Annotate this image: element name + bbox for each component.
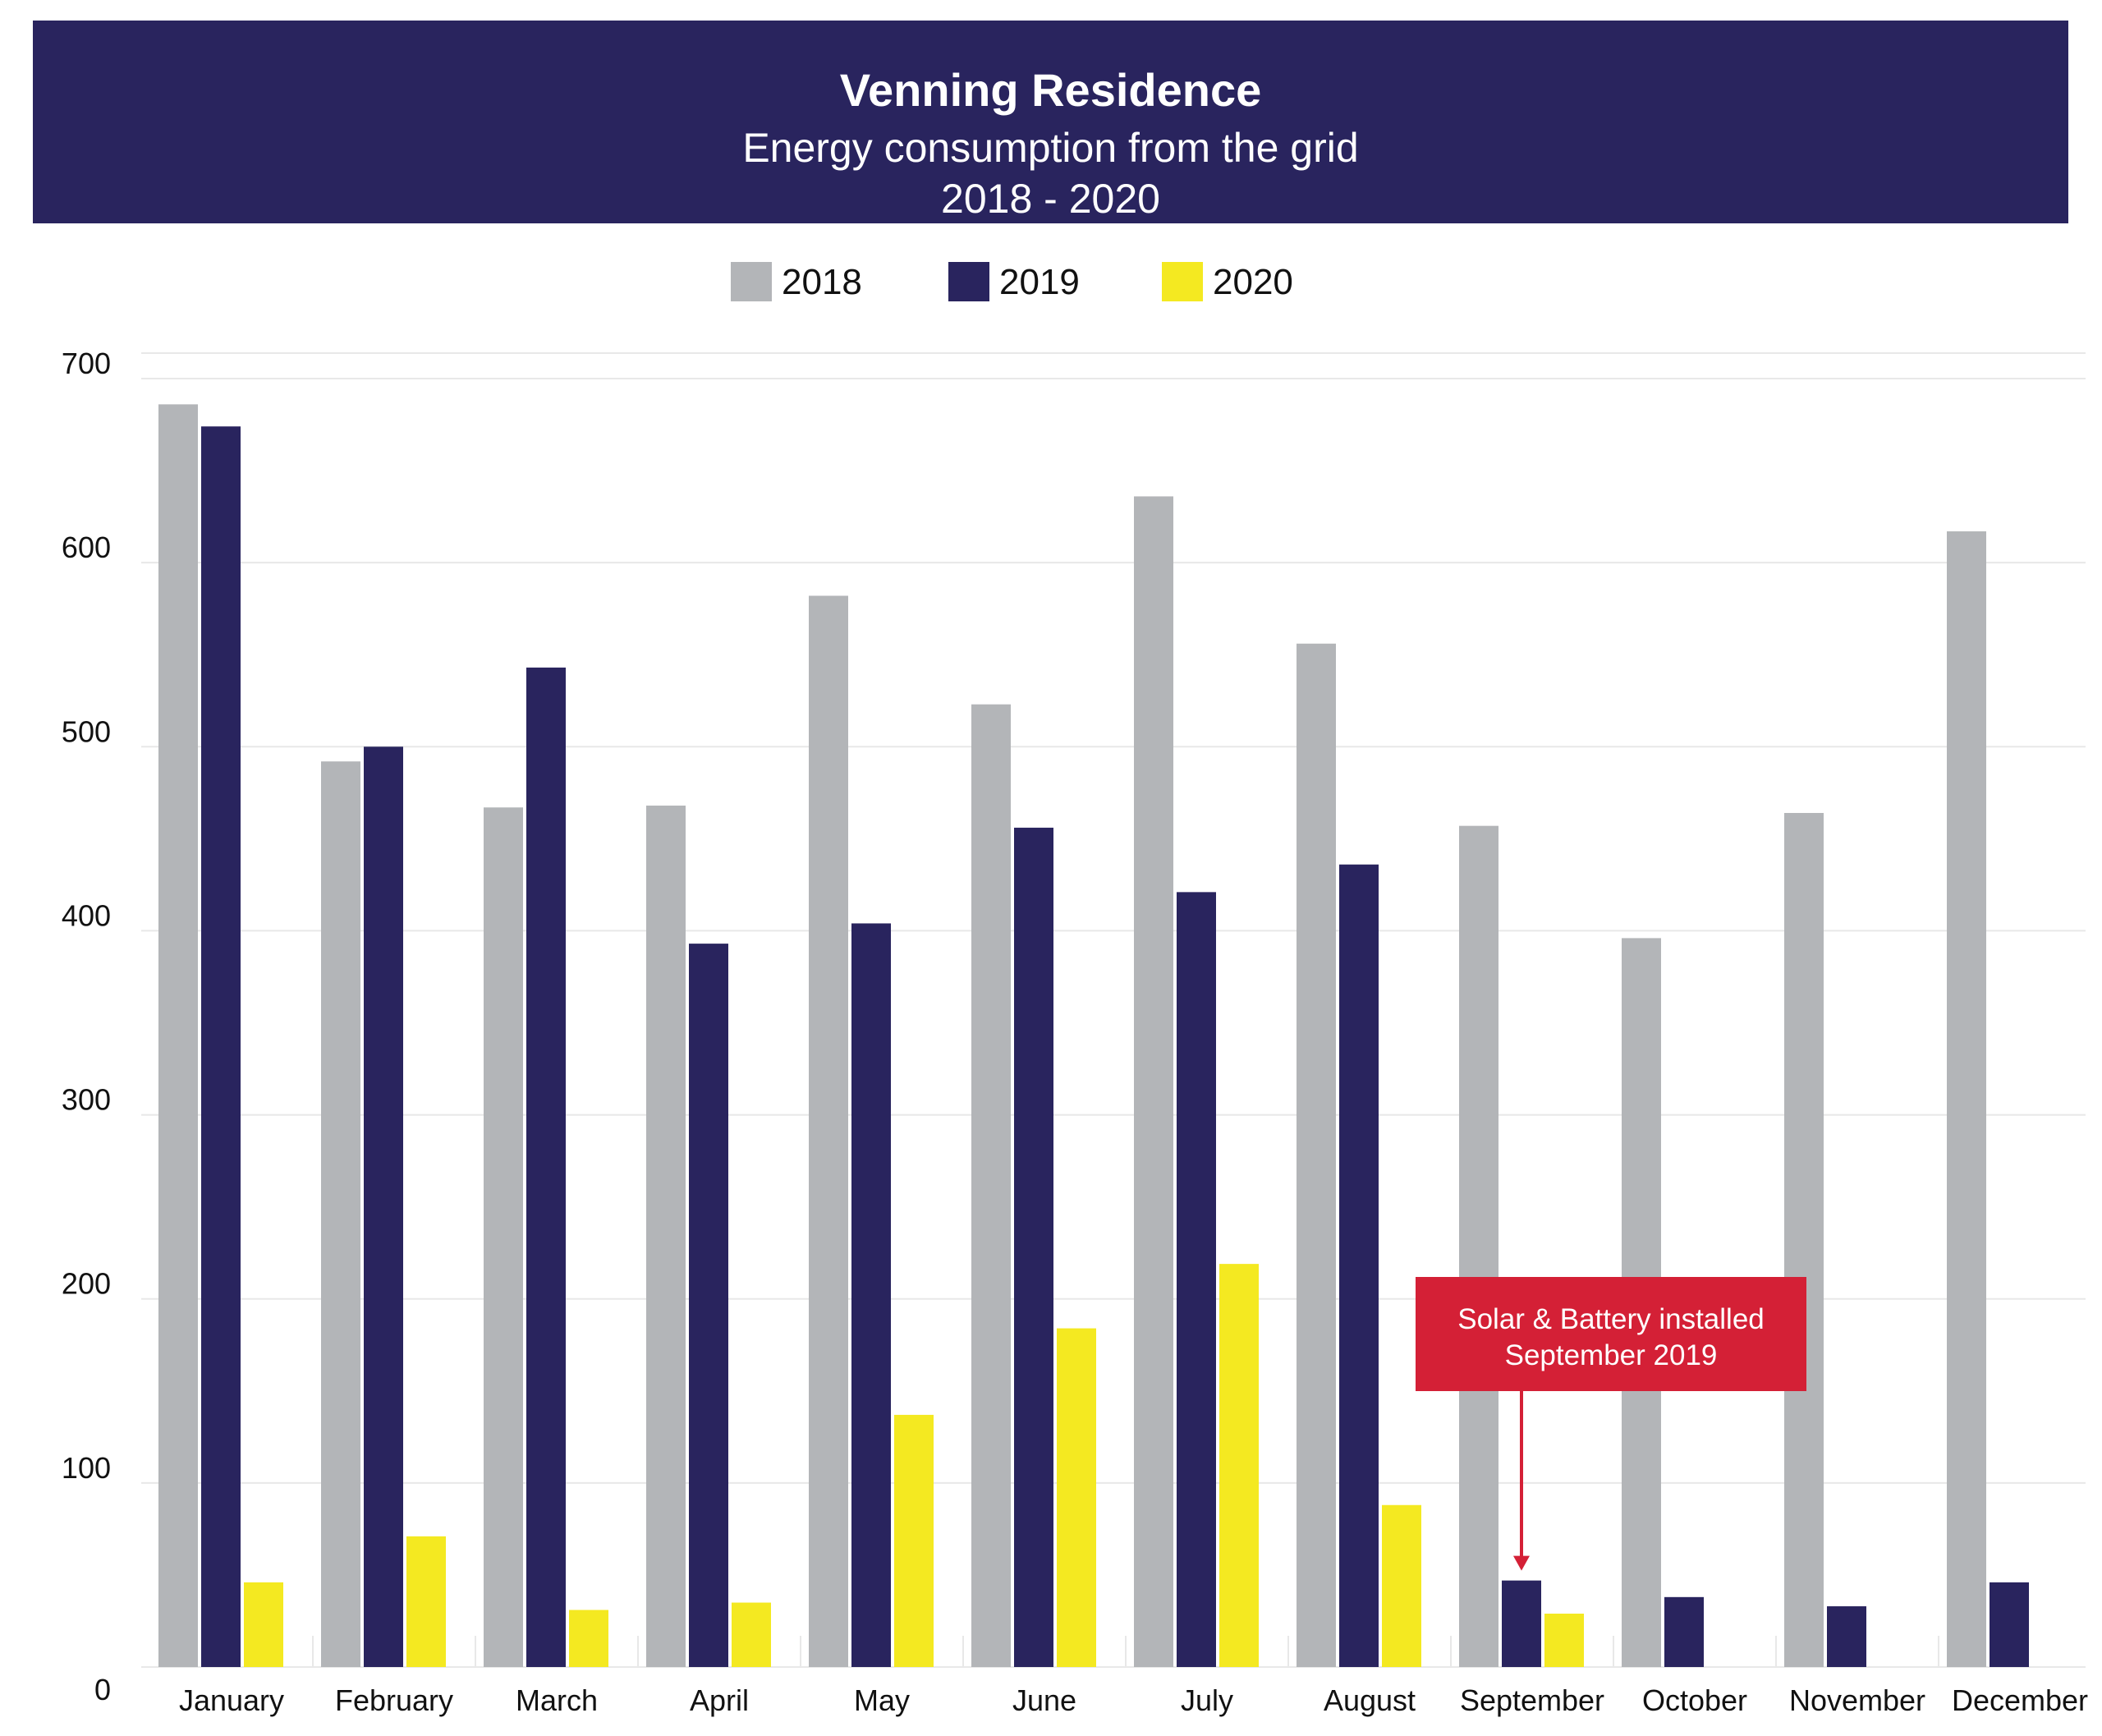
bar-july-2020 [1219, 1264, 1259, 1667]
chart-title: Venning Residence [839, 64, 1262, 116]
chart-header: Venning Residence Energy consumption fro… [33, 21, 2068, 223]
y-tick-label-100: 100 [62, 1451, 111, 1485]
annotation-text-line-1: Solar & Battery installed [1457, 1303, 1765, 1335]
bar-june-2019 [1014, 827, 1053, 1667]
bar-november-2019 [1827, 1606, 1866, 1667]
x-tick-label-july: July [1181, 1683, 1233, 1717]
bar-august-2019 [1339, 864, 1379, 1667]
x-tick-label-june: June [1012, 1683, 1076, 1717]
x-axis: January February March April May June July Augu… [179, 1636, 2088, 1717]
legend-swatch-2019 [948, 262, 989, 301]
legend-swatch-2020 [1162, 262, 1203, 301]
bar-august-2018 [1297, 643, 1336, 1668]
y-axis: 0 100 200 300 400 500 600 700 [62, 347, 111, 1706]
bar-july-2018 [1134, 496, 1173, 1667]
annotation: Solar & Battery installed September 2019 [1416, 1277, 1806, 1571]
bar-september-2020 [1544, 1613, 1584, 1667]
legend-item-2018: 2018 [731, 262, 862, 302]
bar-october-2019 [1664, 1596, 1704, 1667]
y-tick-label-300: 300 [62, 1083, 111, 1117]
y-tick-label-400: 400 [62, 898, 111, 932]
chart-year-range: 2018 - 2020 [941, 176, 1160, 222]
x-tick-label-april: April [690, 1683, 749, 1717]
bar-january-2020 [244, 1582, 283, 1667]
x-tick-label-february: February [335, 1683, 453, 1717]
bar-november-2018 [1784, 812, 1824, 1667]
bar-february-2020 [406, 1536, 446, 1667]
x-tick-label-october: October [1642, 1683, 1747, 1717]
y-tick-label-600: 600 [62, 530, 111, 564]
y-tick-label-500: 500 [62, 714, 111, 748]
annotation-text-line-2: September 2019 [1505, 1339, 1718, 1371]
legend-label-2019: 2019 [999, 262, 1080, 302]
annotation-box [1416, 1277, 1806, 1391]
bar-december-2018 [1947, 531, 1986, 1667]
bar-april-2020 [732, 1602, 771, 1667]
bar-june-2018 [971, 704, 1011, 1667]
bar-march-2018 [484, 807, 523, 1667]
legend-item-2020: 2020 [1162, 262, 1293, 302]
x-tick-label-january: January [179, 1683, 284, 1717]
bar-september-2019 [1502, 1580, 1541, 1667]
bar-april-2019 [689, 944, 728, 1667]
chart-subtitle: Energy consumption from the grid [742, 125, 1359, 171]
bar-june-2020 [1057, 1328, 1096, 1667]
bar-august-2020 [1382, 1504, 1421, 1667]
bar-march-2020 [569, 1610, 608, 1667]
annotation-arrow-head [1513, 1555, 1530, 1571]
bar-may-2020 [894, 1414, 934, 1667]
bar-february-2018 [321, 761, 360, 1667]
bar-january-2018 [158, 404, 198, 1667]
legend-label-2018: 2018 [782, 262, 862, 302]
bar-september-2018 [1459, 825, 1498, 1667]
gridlines [141, 352, 2086, 1668]
bar-february-2019 [364, 746, 403, 1668]
y-tick-label-200: 200 [62, 1267, 111, 1301]
legend-label-2020: 2020 [1213, 262, 1293, 302]
bar-july-2019 [1177, 892, 1216, 1667]
bar-december-2019 [1990, 1582, 2029, 1667]
bar-january-2019 [201, 426, 241, 1668]
x-tick-label-december: December [1952, 1683, 2088, 1717]
x-tick-label-march: March [516, 1683, 598, 1717]
y-tick-label-700: 700 [62, 347, 111, 380]
bar-may-2018 [809, 595, 848, 1668]
x-tick-label-september: September [1460, 1683, 1604, 1717]
x-tick-label-november: November [1789, 1683, 1925, 1717]
y-tick-label-0: 0 [94, 1673, 111, 1706]
bar-may-2019 [851, 923, 891, 1667]
bar-march-2019 [526, 667, 566, 1667]
bars [158, 404, 2029, 1668]
legend-swatch-2018 [731, 262, 772, 301]
bar-april-2018 [646, 806, 686, 1667]
x-tick-label-may: May [854, 1683, 910, 1717]
legend: 2018 2019 2020 [731, 262, 1293, 302]
legend-item-2019: 2019 [948, 262, 1080, 302]
x-tick-label-august: August [1324, 1683, 1416, 1717]
